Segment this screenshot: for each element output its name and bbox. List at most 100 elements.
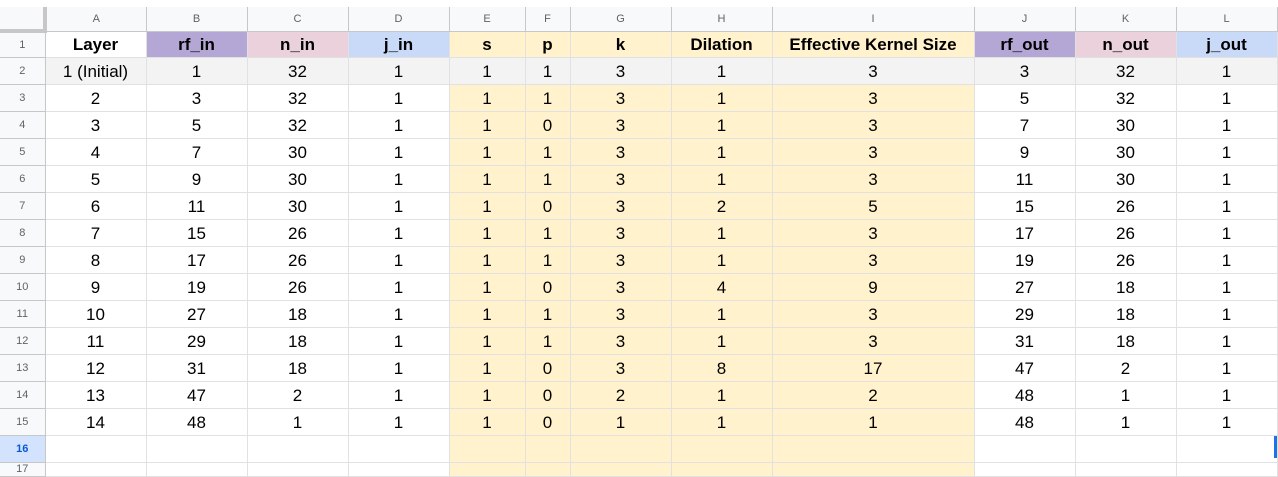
row-header-6[interactable]: 6	[0, 165, 46, 193]
table-cell[interactable]: 1	[348, 300, 450, 328]
table-cell[interactable]: 3	[570, 327, 672, 355]
row-header-8[interactable]: 8	[0, 219, 46, 247]
table-cell[interactable]: 1	[1176, 219, 1278, 247]
row-header-15[interactable]: 15	[0, 408, 46, 436]
table-cell[interactable]: 19	[146, 273, 248, 301]
table-cell[interactable]: 7	[974, 111, 1076, 139]
header-cell[interactable]: n_out	[1075, 31, 1177, 58]
table-cell[interactable]	[449, 435, 526, 463]
table-cell[interactable]: 18	[247, 327, 349, 355]
table-cell[interactable]: 30	[1075, 138, 1177, 166]
table-cell[interactable]: 2	[247, 381, 349, 409]
table-cell[interactable]: 1	[449, 246, 526, 274]
table-cell[interactable]: 3	[45, 111, 147, 139]
row-header-14[interactable]: 14	[0, 381, 46, 409]
table-cell[interactable]: 1	[449, 192, 526, 220]
table-cell[interactable]: 3	[570, 273, 672, 301]
table-cell[interactable]: 11	[146, 192, 248, 220]
table-cell[interactable]: 2	[772, 381, 975, 409]
table-cell[interactable]: 1	[449, 273, 526, 301]
table-cell[interactable]: 1	[449, 408, 526, 436]
table-cell[interactable]	[570, 462, 672, 477]
table-cell[interactable]: 1	[449, 84, 526, 112]
table-cell[interactable]: 13	[45, 381, 147, 409]
table-cell[interactable]: 1	[525, 165, 571, 193]
table-cell[interactable]	[348, 462, 450, 477]
table-cell[interactable]: 17	[974, 219, 1076, 247]
table-cell[interactable]: 1	[146, 56, 248, 85]
table-cell[interactable]: 5	[772, 192, 975, 220]
table-cell[interactable]: 3	[570, 165, 672, 193]
table-cell[interactable]	[146, 462, 248, 477]
table-cell[interactable]: 4	[671, 273, 773, 301]
table-cell[interactable]: 1	[1176, 300, 1278, 328]
column-header-a[interactable]: A	[45, 7, 147, 32]
select-all-corner[interactable]	[0, 7, 47, 33]
table-cell[interactable]: 32	[247, 84, 349, 112]
table-cell[interactable]: 3	[772, 327, 975, 355]
table-cell[interactable]: 1	[449, 138, 526, 166]
table-cell[interactable]	[772, 435, 975, 463]
table-cell[interactable]: 1	[525, 327, 571, 355]
header-cell[interactable]: Layer	[45, 31, 147, 58]
table-cell[interactable]: 1	[348, 165, 450, 193]
table-cell[interactable]: 1	[671, 111, 773, 139]
table-cell[interactable]: 5	[974, 84, 1076, 112]
table-cell[interactable]: 14	[45, 408, 147, 436]
table-cell[interactable]: 5	[146, 111, 248, 139]
table-cell[interactable]: 30	[1075, 111, 1177, 139]
table-cell[interactable]: 1	[348, 111, 450, 139]
table-cell[interactable]: 3	[772, 56, 975, 85]
row-header-12[interactable]: 12	[0, 327, 46, 355]
row-header-11[interactable]: 11	[0, 300, 46, 328]
table-cell[interactable]: 11	[45, 327, 147, 355]
table-cell[interactable]: 1	[1176, 408, 1278, 436]
column-header-l[interactable]: L	[1176, 7, 1278, 32]
table-cell[interactable]: 4	[45, 138, 147, 166]
table-cell[interactable]: 1	[570, 408, 672, 436]
table-cell[interactable]: 1	[1176, 111, 1278, 139]
table-cell[interactable]: 3	[772, 246, 975, 274]
table-cell[interactable]: 1	[671, 219, 773, 247]
table-cell[interactable]: 18	[247, 354, 349, 382]
table-cell[interactable]: 3	[772, 138, 975, 166]
table-cell[interactable]: 1	[449, 327, 526, 355]
table-cell[interactable]: 48	[974, 408, 1076, 436]
table-cell[interactable]: 1	[671, 56, 773, 85]
row-header-3[interactable]: 3	[0, 84, 46, 112]
table-cell[interactable]: 3	[570, 111, 672, 139]
table-cell[interactable]	[772, 462, 975, 477]
table-cell[interactable]: 1	[1176, 327, 1278, 355]
table-cell[interactable]	[525, 435, 571, 463]
column-header-i[interactable]: I	[772, 7, 975, 32]
table-cell[interactable]: 1	[1176, 354, 1278, 382]
column-header-b[interactable]: B	[146, 7, 248, 32]
table-cell[interactable]: 1	[525, 300, 571, 328]
table-cell[interactable]: 1	[1176, 84, 1278, 112]
table-cell[interactable]: 1	[348, 354, 450, 382]
table-cell[interactable]: 18	[1075, 327, 1177, 355]
row-header-1[interactable]: 1	[0, 31, 46, 58]
row-header-10[interactable]: 10	[0, 273, 46, 301]
table-cell[interactable]: 1	[525, 138, 571, 166]
table-cell[interactable]: 47	[974, 354, 1076, 382]
table-cell[interactable]: 29	[974, 300, 1076, 328]
table-cell[interactable]: 7	[146, 138, 248, 166]
header-cell[interactable]: j_in	[348, 31, 450, 58]
table-cell[interactable]: 1	[671, 300, 773, 328]
column-header-e[interactable]: E	[449, 7, 526, 32]
table-cell[interactable]: 3	[570, 138, 672, 166]
table-cell[interactable]: 1	[671, 408, 773, 436]
table-cell[interactable]	[247, 435, 349, 463]
table-cell[interactable]: 1	[348, 56, 450, 85]
table-cell[interactable]: 3	[570, 219, 672, 247]
table-cell[interactable]: 26	[247, 273, 349, 301]
table-cell[interactable]: 1	[671, 84, 773, 112]
header-cell[interactable]: n_in	[247, 31, 349, 58]
table-cell[interactable]: 19	[974, 246, 1076, 274]
table-cell[interactable]: 3	[570, 192, 672, 220]
header-cell[interactable]: rf_in	[146, 31, 248, 58]
table-cell[interactable]: 48	[974, 381, 1076, 409]
table-cell[interactable]: 3	[146, 84, 248, 112]
table-cell[interactable]: 1	[671, 327, 773, 355]
